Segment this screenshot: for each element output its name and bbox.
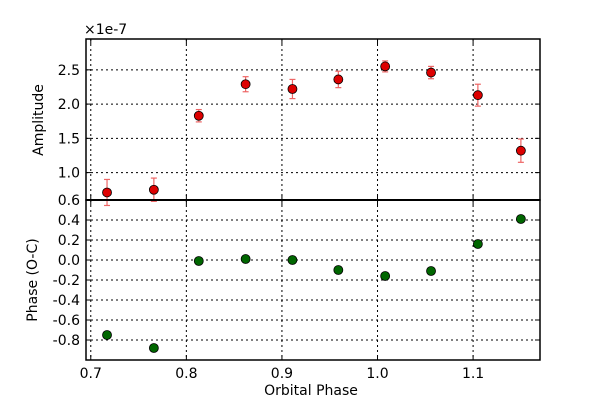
top-y-axis-label: Amplitude xyxy=(31,84,47,156)
bottom-y-tick-label: -0.8 xyxy=(53,333,80,349)
amplitude-point xyxy=(287,84,298,94)
bottom-y-tick-label: -0.6 xyxy=(53,313,80,329)
phase-oc-point xyxy=(380,271,391,281)
amplitude-point xyxy=(515,145,526,156)
top-y-tick-label: 1.5 xyxy=(58,131,80,147)
top-y-tick-label: 2.0 xyxy=(58,97,80,113)
x-tick-label: 0.8 xyxy=(175,366,197,382)
amplitude-point xyxy=(426,67,436,78)
bottom-y-tick-label: -0.2 xyxy=(53,273,80,289)
bottom-y-tick-label: 0.0 xyxy=(58,253,80,269)
amplitude-point xyxy=(148,184,159,195)
top-y-tick-label: 0.6 xyxy=(58,193,80,209)
phase-oc-point xyxy=(102,330,112,340)
phase-oc-point xyxy=(193,256,204,266)
amplitude-point xyxy=(102,187,112,198)
phase-oc-point xyxy=(240,254,251,264)
error-bars xyxy=(104,60,524,207)
x-tick-label: 1.1 xyxy=(462,366,484,382)
bottom-y-tick-label: 0.4 xyxy=(58,213,80,229)
bottom-y-tick-label: 0.2 xyxy=(58,233,80,249)
bottom-y-tick-label: -0.4 xyxy=(53,293,80,309)
top-panel-frame xyxy=(85,38,541,201)
amplitude-offset-label: ×1e-7 xyxy=(84,22,127,38)
x-tick-label: 0.9 xyxy=(271,366,293,382)
axis-ticks xyxy=(86,39,540,360)
tick-labels: 0.7 0.8 0.9 1.0 1.1 0.6 1.0 1.5 2.0 2.5 -0.8 -0.6 -0… xyxy=(53,63,485,382)
phase-oc-point xyxy=(148,343,159,353)
x-tick-label: 0.7 xyxy=(80,366,102,382)
phase-oc-point xyxy=(472,239,483,249)
amplitude-point xyxy=(472,90,483,101)
phase-oc-point xyxy=(515,214,526,224)
top-y-tick-label: 2.5 xyxy=(58,63,80,79)
data-points xyxy=(102,61,526,353)
amplitude-point xyxy=(333,74,344,85)
amplitude-point xyxy=(380,61,391,72)
phase-oc-point xyxy=(287,255,298,265)
phase-oc-point xyxy=(333,265,344,275)
amplitude-point xyxy=(240,79,251,90)
grid-lines xyxy=(86,39,540,360)
amplitude-point xyxy=(193,110,204,121)
x-axis-label: Orbital Phase xyxy=(264,383,358,399)
x-tick-label: 1.0 xyxy=(366,366,388,382)
top-y-tick-label: 1.0 xyxy=(58,166,80,182)
bottom-y-axis-label: Phase (O-C) xyxy=(25,238,41,321)
phase-oc-point xyxy=(426,266,436,276)
